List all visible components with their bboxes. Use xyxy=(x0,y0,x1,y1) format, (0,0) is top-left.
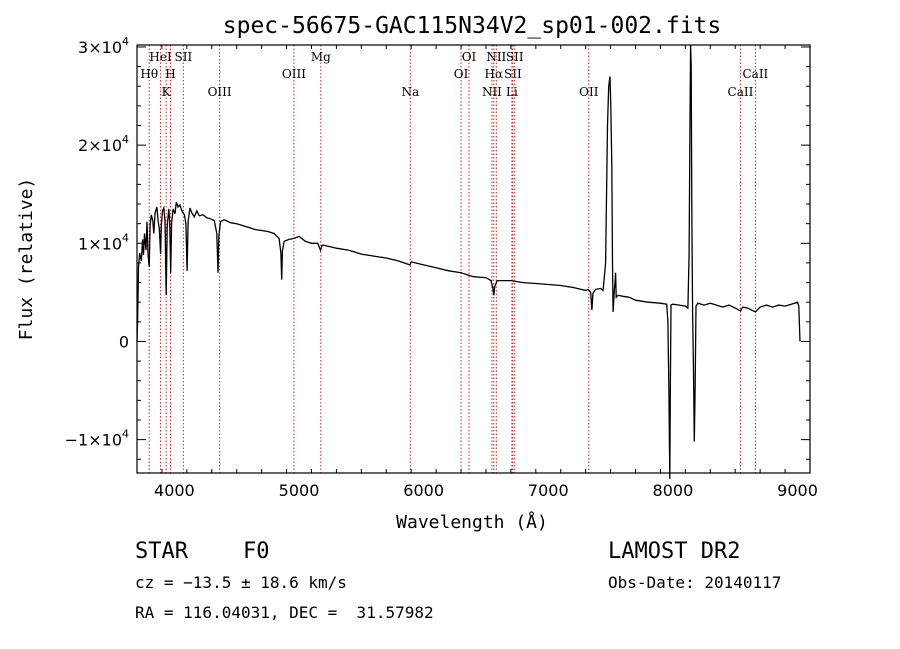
x-tick-label: 6000 xyxy=(403,481,444,500)
spectral-line-label: CaII xyxy=(728,85,754,99)
y-tick-label: 2×104 xyxy=(78,133,129,155)
obs-date-text: Obs-Date: 20140117 xyxy=(608,573,782,592)
x-tick-label: 5000 xyxy=(279,481,320,500)
x-axis-label: Wavelength (Å) xyxy=(396,511,548,533)
spectral-line-label: OIII xyxy=(282,67,306,81)
spectral-line-label: SII xyxy=(506,50,524,64)
spectral-line-label: NII xyxy=(482,85,502,99)
survey-name: LAMOST DR2 xyxy=(608,539,741,564)
y-tick-label: −1×104 xyxy=(65,428,129,450)
object-subclass: F0 xyxy=(243,539,270,564)
plot-frame xyxy=(136,44,811,474)
spectral-line-markers: HθHeIKHSIIOIIIOIIIMgNaOIOINIIHαNIILiSIIS… xyxy=(140,45,769,473)
x-tick-label: 4000 xyxy=(154,481,195,500)
redshift-text: cz = −13.5 ± 18.6 km/s xyxy=(135,573,347,592)
x-tick-label: 9000 xyxy=(777,481,818,500)
spectral-line-label: Mg xyxy=(311,50,331,64)
spectral-line-label: NII xyxy=(486,50,506,64)
spectral-line-label: SII xyxy=(504,67,522,81)
y-tick-label: 3×104 xyxy=(78,35,129,57)
spectral-line-label: OI xyxy=(462,50,477,64)
x-tick-label: 8000 xyxy=(653,481,694,500)
spectral-line-label: OI xyxy=(454,67,469,81)
x-tick-label: 7000 xyxy=(528,481,569,500)
spectral-line-label: Hα xyxy=(485,67,504,81)
y-tick-label: 0 xyxy=(119,332,129,351)
spectral-line-label: H xyxy=(165,67,175,81)
x-axis: 4000 5000 6000 7000 8000 9000 xyxy=(136,45,818,500)
spectral-line-label: OIII xyxy=(208,85,232,99)
spectral-line-label: SII xyxy=(175,50,193,64)
chart-title: spec-56675-GAC115N34V2_sp01-002.fits xyxy=(223,13,722,39)
spectral-line-label: Li xyxy=(506,85,518,99)
y-axis: −1×104 0 1×104 2×104 3×104 xyxy=(65,35,810,460)
spectral-line-label: CaII xyxy=(742,67,768,81)
spectral-line-label: Hθ xyxy=(140,67,158,81)
spectral-line-label: OII xyxy=(579,85,599,99)
y-tick-label: 1×104 xyxy=(78,231,129,253)
coordinates-text: RA = 116.04031, DEC = 31.57982 xyxy=(135,603,434,622)
spectrum-series-line xyxy=(136,44,801,479)
spectral-line-label: HeI xyxy=(149,50,172,64)
spectral-line-label: Na xyxy=(401,85,419,99)
y-axis-label: Flux (relative) xyxy=(16,178,37,341)
spectral-line-label: K xyxy=(162,85,172,99)
object-class: STAR xyxy=(135,539,188,564)
